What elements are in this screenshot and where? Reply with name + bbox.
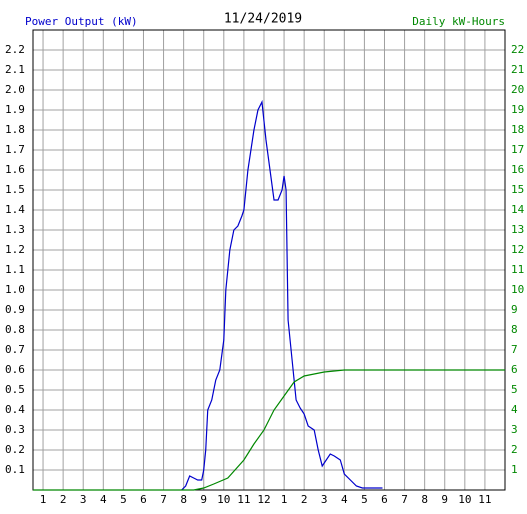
x-tick-label: 6 [381, 493, 388, 506]
data-line [33, 369, 505, 491]
y-tick-label: 1.0 [5, 283, 25, 296]
y2-axis-title: Daily kW-Hours [412, 15, 505, 28]
x-tick-label: 3 [321, 493, 328, 506]
y-tick-label: 1.8 [5, 123, 25, 136]
y-tick-label: 0.7 [5, 343, 25, 356]
y-tick-label: 2.2 [5, 43, 25, 56]
y2-tick-label: 2 [511, 443, 518, 456]
x-tick-label: 2 [60, 493, 67, 506]
y-tick-label: 0.2 [5, 443, 25, 456]
y-tick-label: 0.3 [5, 423, 25, 436]
y-tick-label: 1.3 [5, 223, 25, 236]
x-tick-label: 5 [361, 493, 368, 506]
x-tick-label: 11 [478, 493, 491, 506]
y-tick-label: 1.1 [5, 263, 25, 276]
y2-tick-label: 17 [511, 143, 524, 156]
y2-tick-label: 1 [511, 463, 518, 476]
y2-tick-label: 16 [511, 163, 524, 176]
y-tick-label: 0.4 [5, 403, 25, 416]
y-tick-label: 1.4 [5, 203, 25, 216]
y2-tick-label: 12 [511, 243, 524, 256]
y2-tick-label: 11 [511, 263, 524, 276]
plot-frame [32, 29, 506, 491]
y2-tick-label: 14 [511, 203, 525, 216]
y2-tick-label: 6 [511, 363, 518, 376]
x-tick-label: 4 [100, 493, 107, 506]
y2-tick-label: 7 [511, 343, 518, 356]
y-tick-label: 0.9 [5, 303, 25, 316]
x-tick-label: 3 [80, 493, 87, 506]
x-tick-label: 1 [281, 493, 288, 506]
x-tick-label: 9 [200, 493, 207, 506]
y2-tick-label: 10 [511, 283, 524, 296]
x-tick-label: 10 [458, 493, 471, 506]
y-tick-label: 1.2 [5, 243, 25, 256]
y2-tick-label: 20 [511, 83, 524, 96]
x-tick-label: 9 [441, 493, 448, 506]
y-tick-label: 1.5 [5, 183, 25, 196]
y-tick-label: 0.1 [5, 463, 25, 476]
y2-tick-label: 22 [511, 43, 524, 56]
y2-tick-label: 21 [511, 63, 524, 76]
x-tick-label: 12 [257, 493, 270, 506]
y-tick-label: 0.5 [5, 383, 25, 396]
x-tick-label: 8 [421, 493, 428, 506]
y-tick-label: 0.6 [5, 363, 25, 376]
y2-tick-label: 8 [511, 323, 518, 336]
x-tick-label: 11 [237, 493, 250, 506]
x-tick-label: 4 [341, 493, 348, 506]
x-tick-label: 8 [180, 493, 187, 506]
chart-title: 11/24/2019 [224, 12, 302, 27]
x-tick-label: 6 [140, 493, 147, 506]
y-tick-label: 2.0 [5, 83, 25, 96]
y2-tick-label: 13 [511, 223, 524, 236]
y-axis-title: Power Output (kW) [25, 15, 138, 28]
y-tick-label: 1.7 [5, 143, 25, 156]
y2-tick-label: 18 [511, 123, 524, 136]
y-tick-label: 1.6 [5, 163, 25, 176]
x-tick-label: 10 [217, 493, 230, 506]
y2-tick-label: 5 [511, 383, 518, 396]
y-tick-label: 0.8 [5, 323, 25, 336]
x-tick-label: 1 [40, 493, 47, 506]
y-tick-label: 2.1 [5, 63, 25, 76]
x-tick-label: 7 [160, 493, 167, 506]
x-tick-label: 5 [120, 493, 127, 506]
y2-tick-label: 15 [511, 183, 524, 196]
y-tick-label: 1.9 [5, 103, 25, 116]
y2-tick-label: 19 [511, 103, 524, 116]
x-tick-label: 7 [401, 493, 408, 506]
data-line [181, 99, 383, 491]
y2-tick-label: 3 [511, 423, 518, 436]
x-tick-label: 2 [301, 493, 308, 506]
y2-tick-label: 9 [511, 303, 518, 316]
y2-tick-label: 4 [511, 403, 518, 416]
